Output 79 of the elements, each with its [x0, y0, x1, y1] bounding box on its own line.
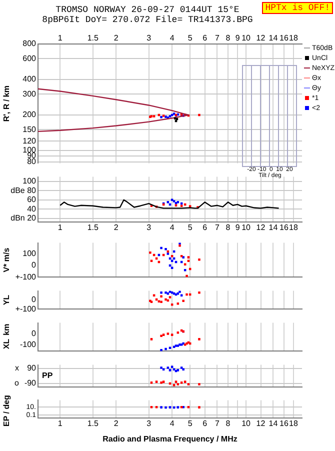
x-tick-label: 4: [170, 33, 175, 42]
x-tick-label: 10: [242, 419, 252, 428]
y-axis-title: EP / deg: [2, 394, 12, 426]
y-tick-label: 600: [22, 54, 37, 63]
x-tick-label: 4: [170, 419, 175, 428]
y-tick-label: 80: [27, 157, 37, 166]
x-tick-label: 7: [215, 223, 220, 232]
text: o: [14, 378, 20, 388]
y-tick-label: dBe 80: [10, 186, 37, 195]
x-tick-label: 12: [256, 419, 266, 428]
x-tick-label: 16: [280, 33, 289, 42]
x-tick-label: 1.5: [87, 33, 99, 42]
y-tick-label: 400: [22, 74, 37, 84]
y-tick-label: 0: [32, 328, 37, 338]
x-tick-label: 7: [215, 33, 220, 42]
x-tick-label: 14: [268, 223, 278, 232]
x-tick-label: 12: [256, 33, 266, 42]
x-tick-label: 6: [202, 33, 208, 42]
x-tick-label: 3: [146, 223, 152, 232]
y-tick-label: 0: [32, 260, 37, 270]
y-tick-label: 100: [22, 249, 37, 258]
text: HPTx is OFF!: [262, 2, 333, 14]
y-tick-label: +-100: [15, 304, 37, 314]
x-tick-label: 10: [242, 33, 252, 42]
x-tick-label: 16: [280, 223, 289, 232]
x-tick-label: 14: [268, 419, 278, 428]
x-tick-label: 4: [170, 223, 175, 232]
x-tick-label: 6: [202, 419, 208, 428]
x-tick-label: 1: [58, 419, 63, 428]
x-tick-label: 2: [114, 223, 119, 232]
x-tick-label: 8: [226, 419, 231, 428]
y-tick-label: 300: [22, 89, 37, 98]
x-tick-label: 1: [58, 33, 63, 42]
x-tick-label: 8: [226, 33, 231, 42]
x-tick-label: 5: [188, 419, 193, 428]
x-tick-label: 1: [58, 223, 63, 232]
y-tick-label: -100: [20, 340, 37, 349]
x-tick-label: 1.5: [87, 223, 99, 232]
x-tick-label: 5: [188, 33, 193, 42]
x-tick-label: 2: [114, 419, 119, 428]
y-axis-title: XL: [2, 338, 12, 350]
x-tick-label: 6: [202, 223, 208, 232]
y-tick-label: -90: [24, 378, 37, 388]
y-tick-label: 120: [22, 136, 37, 146]
x-tick-label: 9: [235, 223, 240, 232]
text: km: [2, 324, 12, 336]
chart-subtitle: 8pBP6It DoY= 270.072 File= TR141373.BPG: [41, 15, 254, 25]
x-tick-label: 14: [268, 33, 278, 42]
y-tick-label: 60: [27, 195, 37, 204]
x-tick-label: 3: [146, 419, 152, 428]
y-axis-title: PP: [42, 371, 54, 380]
x-tick-label: 7: [215, 419, 220, 428]
x-tick-label: 1.5: [87, 419, 99, 428]
y-tick-label: 40: [27, 204, 37, 214]
x-tick-label: 10: [242, 223, 252, 232]
y-tick-label: dBn 20: [10, 214, 37, 223]
y-axis-title: V* m/s: [2, 247, 12, 272]
x-tick-label: 18: [289, 223, 298, 232]
y-axis-title: R', R / km: [2, 86, 12, 122]
x-tick-label: 3: [146, 33, 152, 42]
text: x: [15, 364, 19, 373]
x-tick-label: 12: [256, 223, 266, 232]
x-tick-label: 8: [226, 223, 231, 232]
y-tick-label: 200: [22, 110, 37, 120]
x-tick-label: 2: [114, 33, 119, 42]
y-tick-label: 800: [22, 39, 37, 48]
y-tick-label: 0: [32, 295, 37, 304]
x-tick-label: 18: [289, 33, 298, 42]
chart-title: TROMSO NORWAY 26-09-27 0144UT 15°E: [56, 5, 240, 15]
y-axis-title: YL: [2, 294, 12, 306]
x-tick-label: 16: [280, 419, 289, 428]
y-tick-label: +-100: [15, 272, 37, 282]
x-tick-label: 9: [235, 33, 240, 42]
x-axis-title: Radio and Plasma Frequency / MHz: [102, 434, 238, 444]
x-tick-label: 18: [289, 419, 298, 428]
y-tick-label: 100: [22, 176, 37, 186]
x-tick-label: 5: [188, 223, 193, 232]
y-tick-label: 90: [27, 364, 37, 373]
y-tick-label: 150: [22, 124, 37, 134]
